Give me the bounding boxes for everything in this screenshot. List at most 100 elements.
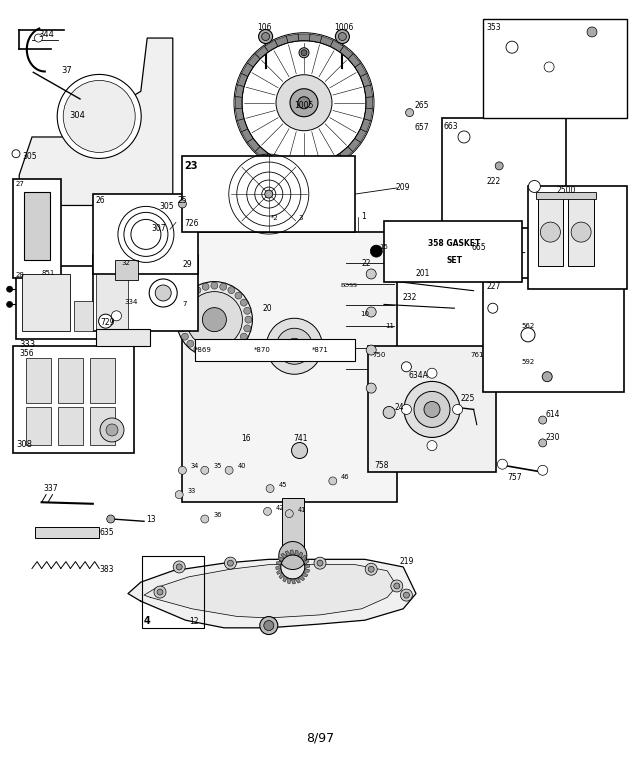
Circle shape [314,557,326,569]
Bar [16,266,134,339]
Text: 33: 33 [188,488,196,494]
Circle shape [266,318,323,374]
Bar [58,358,83,403]
Circle shape [427,368,437,378]
Polygon shape [330,154,344,165]
Polygon shape [355,129,367,142]
Circle shape [12,150,20,158]
Bar [13,179,61,278]
Circle shape [182,333,188,340]
Circle shape [178,307,185,314]
Polygon shape [275,159,288,170]
Circle shape [177,316,184,323]
Circle shape [194,345,201,352]
Text: 758: 758 [374,461,389,470]
Circle shape [335,30,349,43]
Circle shape [276,328,312,365]
Text: 16: 16 [241,434,252,443]
Polygon shape [264,154,278,165]
Circle shape [175,491,183,498]
Circle shape [157,589,163,595]
Circle shape [107,515,115,523]
Circle shape [401,589,412,601]
Polygon shape [285,551,291,556]
Text: 757: 757 [507,473,522,482]
Circle shape [176,564,182,570]
Polygon shape [295,578,300,583]
Circle shape [201,515,209,523]
Text: 592: 592 [522,359,535,365]
Text: 2500: 2500 [557,186,576,196]
Bar [24,192,50,260]
Circle shape [187,340,194,347]
Circle shape [266,485,274,492]
Polygon shape [283,575,287,582]
Circle shape [202,307,227,332]
Text: 22: 22 [362,259,371,268]
Text: 7: 7 [182,301,187,307]
Text: 42: 42 [276,505,284,511]
Bar [384,221,522,282]
Circle shape [424,401,440,418]
Circle shape [63,81,135,152]
Text: 24: 24 [394,403,404,412]
Polygon shape [295,550,298,556]
Text: 201: 201 [415,269,429,278]
Text: 20: 20 [262,304,273,313]
Circle shape [339,33,346,40]
Text: 729: 729 [100,318,115,327]
Bar [93,194,198,274]
Text: 25: 25 [178,196,188,205]
Circle shape [177,282,252,358]
Bar [182,156,355,232]
Circle shape [366,307,376,317]
Text: 353: 353 [486,23,501,32]
Circle shape [298,97,310,109]
Text: 334: 334 [125,299,138,305]
Polygon shape [236,85,244,97]
Polygon shape [236,108,244,120]
Text: SET: SET [447,256,462,265]
Circle shape [427,441,437,451]
Circle shape [538,465,548,476]
Circle shape [391,580,403,592]
Circle shape [414,391,450,428]
Polygon shape [305,565,310,568]
Text: 26: 26 [96,196,106,205]
Bar [96,274,128,331]
Polygon shape [248,139,260,151]
Circle shape [506,41,518,53]
Circle shape [259,30,273,43]
Polygon shape [320,159,333,170]
Polygon shape [236,97,242,109]
Polygon shape [248,54,260,67]
Circle shape [406,109,413,116]
Text: 305: 305 [159,202,174,212]
Polygon shape [320,36,333,46]
Circle shape [452,404,463,415]
Circle shape [202,283,209,290]
Polygon shape [364,108,372,120]
Circle shape [279,542,307,569]
Polygon shape [144,565,397,618]
Circle shape [154,586,166,598]
Text: 665: 665 [472,243,486,252]
Polygon shape [303,569,310,572]
Polygon shape [286,34,299,43]
Circle shape [201,466,209,474]
Circle shape [403,592,410,598]
Text: 4: 4 [144,616,151,626]
Text: 851: 851 [42,270,54,276]
Circle shape [241,333,247,340]
Circle shape [276,75,332,131]
Text: 265: 265 [415,100,429,110]
Text: 227: 227 [486,282,500,291]
Text: 1: 1 [362,212,366,221]
Text: 8/97: 8/97 [306,731,334,744]
Text: *2: *2 [271,215,279,221]
Circle shape [542,371,552,382]
Bar [93,255,198,331]
Polygon shape [19,38,173,205]
Circle shape [394,583,400,589]
Polygon shape [330,40,344,52]
